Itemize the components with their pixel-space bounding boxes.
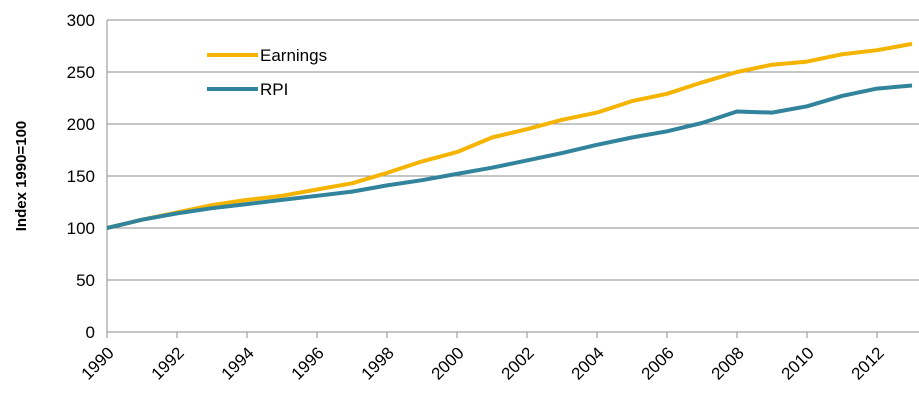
y-tick-label: 250 xyxy=(67,63,95,82)
legend-label: Earnings xyxy=(260,46,327,65)
y-tick-label: 150 xyxy=(67,167,95,186)
x-tick-label: 1998 xyxy=(358,343,398,383)
x-tick-label: 2006 xyxy=(638,343,678,383)
x-tick-label: 2002 xyxy=(498,343,538,383)
x-tick-label: 2010 xyxy=(778,343,818,383)
legend-label: RPI xyxy=(260,80,288,99)
x-tick-label: 1990 xyxy=(78,343,118,383)
y-tick-label: 50 xyxy=(76,271,95,290)
y-tick-label: 100 xyxy=(67,219,95,238)
x-tick-label: 2012 xyxy=(848,343,888,383)
x-tick-label: 2004 xyxy=(568,343,608,383)
x-tick-label: 1992 xyxy=(148,343,188,383)
series-line xyxy=(106,83,913,230)
y-tick-label: 0 xyxy=(86,323,95,342)
x-tick-label: 1996 xyxy=(288,343,328,383)
x-tick-label: 2000 xyxy=(428,343,468,383)
y-tick-label: 200 xyxy=(67,115,95,134)
y-tick-label: 300 xyxy=(67,11,95,30)
x-tick-label: 2008 xyxy=(708,343,748,383)
y-axis-label: Index 1990=100 xyxy=(13,121,30,232)
x-tick-label: 1994 xyxy=(218,343,258,383)
series-line xyxy=(106,41,913,230)
